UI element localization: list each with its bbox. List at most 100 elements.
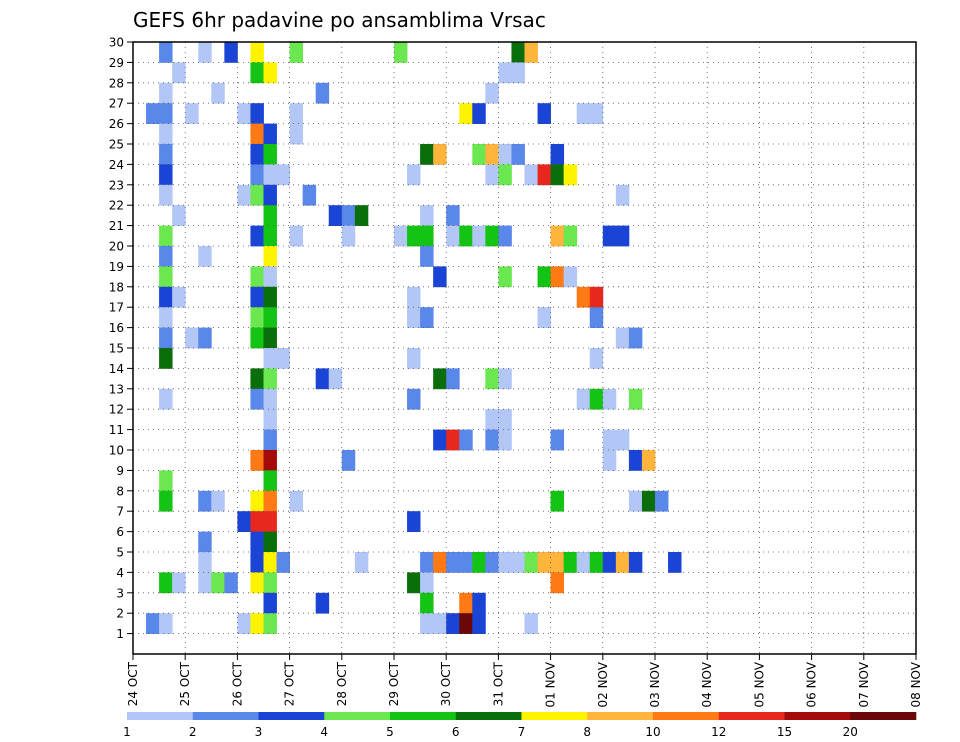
heatmap-cell [589, 286, 604, 308]
heatmap-cell [550, 225, 565, 247]
heatmap-cell [289, 225, 304, 247]
heatmap-cell [668, 552, 682, 573]
heatmap-cell [198, 552, 212, 573]
colorbar-label: 8 [583, 725, 591, 739]
y-tick-label: 7 [116, 505, 124, 519]
colorbar-label: 7 [518, 725, 526, 739]
heatmap-cell [641, 450, 656, 471]
heatmap-cell [315, 592, 330, 614]
colorbar-swatch [784, 712, 851, 720]
x-tick-label: 28 OCT [335, 661, 349, 706]
heatmap-cell [446, 552, 460, 573]
heatmap-cell [263, 123, 277, 145]
y-tick-label: 17 [109, 301, 124, 315]
heatmap-cell [576, 286, 591, 308]
heatmap-cell [472, 552, 486, 573]
y-tick-label: 24 [109, 158, 124, 172]
heatmap-cell [628, 552, 643, 573]
heatmap-cell [211, 572, 225, 594]
x-tick-label: 03 NOV [648, 661, 662, 707]
colorbar-label: 6 [452, 725, 460, 739]
heatmap-cell [250, 62, 264, 84]
heatmap-cell [420, 246, 434, 267]
heatmap-cell [315, 368, 330, 390]
x-tick-label: 01 NOV [544, 661, 558, 707]
heatmap-cell [159, 490, 173, 512]
heatmap-cell [250, 552, 264, 573]
heatmap-cell [459, 103, 473, 124]
y-tick-label: 18 [109, 280, 124, 294]
y-tick-label: 2 [116, 607, 124, 621]
y-tick-label: 12 [109, 403, 124, 417]
heatmap-cell [446, 205, 460, 226]
heatmap-cell [263, 205, 277, 226]
heatmap-cell [472, 103, 486, 124]
y-tick-label: 8 [116, 484, 124, 498]
colorbar-swatch [324, 712, 391, 720]
heatmap-cell [615, 225, 630, 247]
heatmap-cell [263, 62, 277, 84]
y-tick-label: 16 [109, 321, 124, 335]
y-tick-label: 4 [116, 566, 124, 580]
colorbar: 1 2 3 4 5 6 7 8 10 12 15 20 [123, 712, 917, 739]
heatmap-cell [250, 144, 264, 165]
heatmap-cell [420, 592, 434, 614]
y-tick-label: 23 [109, 178, 124, 192]
heatmap-cell [263, 572, 277, 594]
heatmap-cell [511, 144, 525, 165]
heatmap-cell [159, 348, 173, 369]
heatmap-cell [394, 225, 408, 247]
heatmap-cell [159, 123, 173, 145]
heatmap-cell [602, 429, 617, 451]
heatmap-cell [185, 103, 199, 124]
heatmap-cell [172, 286, 186, 308]
heatmap-cell [289, 490, 304, 512]
heatmap-cell [250, 511, 264, 532]
heatmap-cell [250, 266, 264, 288]
heatmap-cell [159, 246, 173, 267]
y-tick-label: 28 [109, 76, 124, 90]
heatmap-cell [628, 490, 643, 512]
heatmap-cell [263, 327, 277, 349]
heatmap-cell [263, 368, 277, 390]
heatmap-cell [615, 429, 630, 451]
y-tick-label: 13 [109, 382, 124, 396]
heatmap-cell [263, 144, 277, 165]
heatmap-cell [250, 572, 264, 594]
heatmap-cell [550, 266, 565, 288]
heatmap-cell [420, 225, 434, 247]
heatmap-cell [550, 552, 565, 573]
heatmap-cell [198, 42, 212, 63]
colorbar-label: 20 [843, 725, 858, 739]
heatmap-cell [485, 164, 499, 186]
heatmap-cell [328, 205, 343, 226]
colorbar-label: 3 [255, 725, 263, 739]
heatmap-cell [159, 103, 173, 124]
heatmap-cell [459, 613, 473, 634]
heatmap-cell [289, 42, 304, 63]
heatmap-cell [198, 327, 212, 349]
y-tick-label: 6 [116, 525, 124, 539]
heatmap-cell [550, 490, 565, 512]
heatmap-cell [198, 490, 212, 512]
heatmap-cell [159, 42, 173, 63]
y-tick-label: 14 [109, 362, 124, 376]
heatmap-cell [420, 307, 434, 328]
colorbar-label: 15 [777, 725, 792, 739]
heatmap-cell [159, 225, 173, 247]
colorbar-label: 12 [711, 725, 726, 739]
heatmap-cell [263, 552, 277, 573]
x-tick-label: 31 OCT [491, 661, 505, 706]
heatmap-cell [159, 613, 173, 634]
heatmap-cell [563, 164, 578, 186]
heatmap-cell [250, 184, 264, 206]
heatmap-cell [250, 450, 264, 471]
heatmap-cell [524, 552, 538, 573]
colorbar-swatch [258, 712, 325, 720]
heatmap-cell [550, 164, 565, 186]
heatmap-cell [615, 184, 630, 206]
heatmap-cell [250, 225, 264, 247]
y-tick-label: 1 [116, 627, 124, 641]
heatmap-cell [250, 368, 264, 390]
